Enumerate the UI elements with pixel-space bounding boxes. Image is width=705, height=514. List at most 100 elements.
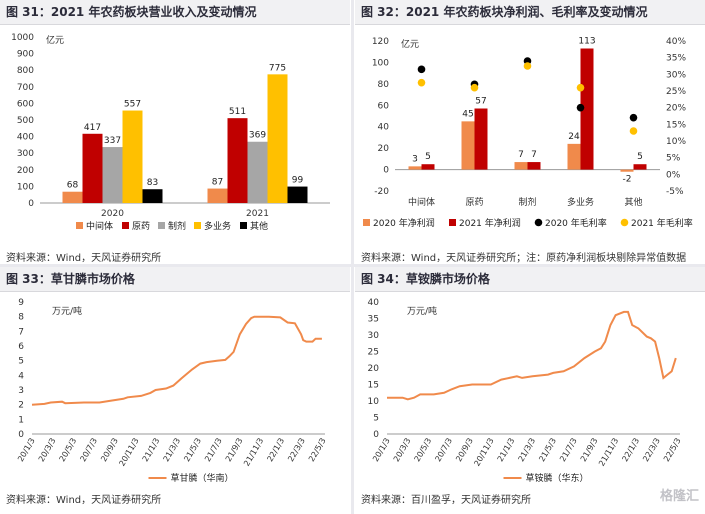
bar (421, 164, 435, 170)
x-tick-label: 21/7/3 (203, 437, 224, 464)
data-label: 45 (462, 109, 473, 119)
margin-dot (576, 103, 585, 112)
x-tick-label: 21/11/3 (242, 437, 265, 468)
x-tick-label: 多业务 (567, 196, 594, 208)
x-tick-label: 20/3/3 (392, 437, 413, 464)
y-tick-label: 40 (378, 123, 390, 133)
bar (287, 186, 308, 203)
bar (227, 118, 248, 203)
y-tick-label: 20 (368, 364, 380, 374)
data-label: 417 (84, 123, 101, 133)
y2-tick-label: 25% (666, 87, 686, 97)
legend-swatch (158, 222, 165, 229)
y2-tick-label: 15% (666, 120, 686, 130)
x-tick-label: 22/5/3 (307, 437, 328, 464)
x-tick-label: 20/5/3 (413, 437, 434, 464)
vertical-divider (351, 0, 354, 514)
legend-label: 制剂 (168, 220, 186, 232)
x-tick-label: 21/11/3 (597, 437, 620, 468)
y-tick-label: 300 (17, 149, 34, 159)
x-tick-label: 21/7/3 (558, 437, 579, 464)
chart-panel-31: 图 31：2021 年农药板块营业收入及变动情况 亿元 0 100 200 300 400… (0, 0, 350, 266)
x-tick-label: 20/9/3 (454, 437, 475, 464)
x-tick-label: 20/9/3 (99, 437, 120, 464)
margin-dot (629, 113, 638, 122)
legend-label: 2020 年毛利率 (545, 217, 607, 229)
y2-tick-label: 5% (666, 154, 681, 164)
x-tick-label: 20/7/3 (433, 437, 454, 464)
legend-label: 多业务 (204, 220, 231, 232)
bar (514, 162, 528, 170)
chart-title-33: 图 33：草甘膦市场价格 (0, 267, 350, 292)
bar (142, 189, 163, 203)
x-tick-label: 22/1/3 (620, 437, 641, 464)
legend-label: 2021 年毛利率 (631, 217, 693, 229)
margin-dot (470, 83, 479, 92)
y-tick-label: 0 (18, 430, 24, 440)
x-tick-label: 21/1/3 (496, 437, 517, 464)
y-tick-label: 80 (378, 80, 390, 90)
bar (474, 108, 488, 170)
x-tick-label: 21/9/3 (224, 437, 245, 464)
y2-tick-label: 0% (666, 170, 681, 180)
y-tick-label: 15 (368, 381, 379, 391)
y-tick-label: 9 (18, 298, 24, 308)
data-label: 557 (124, 100, 141, 110)
x-tick-label: 制剂 (518, 196, 536, 208)
y2-tick-label: 30% (666, 70, 686, 80)
data-label: 68 (67, 181, 79, 191)
source-note-31: 资料来源：Wind，天风证券研究所 (6, 253, 162, 264)
chart-title-34: 图 34：草铵膦市场价格 (355, 267, 705, 292)
margin-dot (576, 83, 585, 92)
x-tick-label: 22/1/3 (265, 437, 286, 464)
x-tick-label: 22/3/3 (286, 437, 307, 464)
y-tick-label: 0 (28, 199, 34, 209)
y-tick-label: 5 (18, 357, 24, 367)
bar (122, 110, 143, 203)
data-label: 5 (425, 152, 431, 162)
y-tick-label: 500 (17, 116, 34, 126)
legend-swatch (449, 219, 456, 226)
source-note-34: 资料来源：百川盈孚，天风证券研究所 (361, 495, 531, 506)
source-note-32: 资料来源：Wind，天风证券研究所；注：原药净利润板块剔除异常值数据 (361, 253, 687, 264)
profit-margin-chart: 亿元 -20 0 20 40 60 80 100 120 -5% 0% 5% 10% 15% 20% 25% 3… (363, 37, 693, 229)
x-tick-label: 中间体 (408, 196, 435, 208)
x-tick-label: 20/3/3 (37, 437, 58, 464)
bar (461, 121, 475, 170)
y-tick-label: 1 (18, 415, 24, 425)
y-tick-label: -20 (374, 187, 389, 197)
chart-panel-32: 图 32：2021 年农药板块净利润、毛利率及变动情况 亿元 -20 0 20 40 60… (355, 0, 705, 266)
price-line (387, 310, 677, 401)
bar (247, 141, 268, 203)
x-tick-label: 20/5/3 (58, 437, 79, 464)
y-tick-label: 400 (17, 133, 34, 143)
bar (408, 166, 422, 170)
chart-title-32: 图 32：2021 年农药板块净利润、毛利率及变动情况 (355, 0, 705, 25)
data-label: 87 (212, 178, 223, 188)
x-tick-label: 20/1/3 (16, 437, 37, 464)
watermark-logo: 格隆汇 (659, 489, 699, 504)
data-label: 511 (229, 107, 246, 117)
source-note-33: 资料来源：Wind，天风证券研究所 (6, 495, 162, 506)
data-label: 775 (269, 63, 286, 73)
y-tick-label: 100 (17, 182, 34, 192)
data-label: 99 (292, 176, 304, 186)
legend-swatch (194, 222, 201, 229)
y-axis-unit: 亿元 (46, 34, 64, 46)
margin-dot (629, 127, 638, 135)
data-label: 7 (518, 150, 524, 160)
y-tick-label: 30 (368, 331, 380, 341)
y-tick-label: 800 (17, 66, 34, 76)
price-line (31, 315, 322, 406)
bar (62, 191, 83, 203)
legend-label: 草甘膦（华南） (171, 472, 234, 484)
chart-title-31: 图 31：2021 年农药板块营业收入及变动情况 (0, 0, 350, 25)
x-tick-label: 其他 (624, 196, 642, 208)
x-tick-label: 原药 (465, 197, 483, 208)
legend-swatch (363, 219, 370, 226)
x-tick-label: 2020 (101, 209, 124, 219)
legend-swatch (240, 222, 247, 229)
y-tick-label: 100 (372, 58, 389, 68)
